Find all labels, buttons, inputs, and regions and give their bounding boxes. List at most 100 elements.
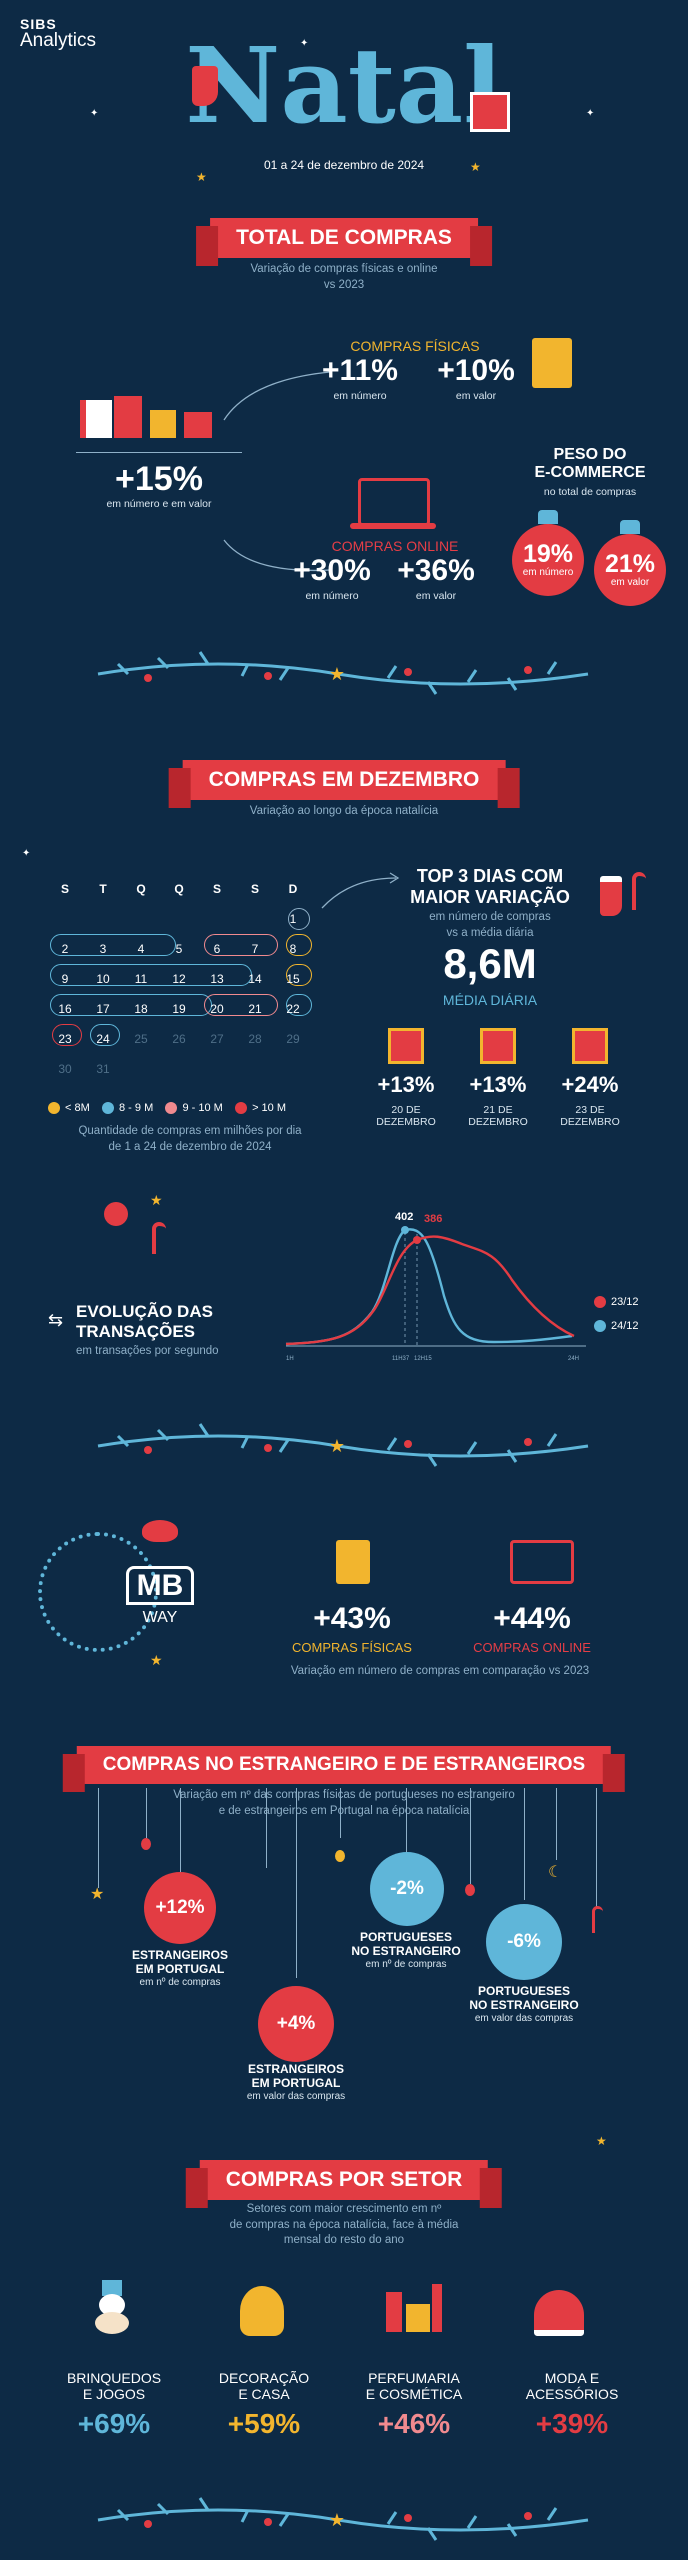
top-day-value: +13%: [377, 1072, 435, 1097]
evolucao-subtitle: em transações por segundo: [76, 1345, 219, 1357]
setor-name-line2: E COSMÉTICA: [365, 2386, 463, 2403]
gift-icon: [480, 1028, 516, 1064]
candy-cane-icon: [592, 1906, 603, 1933]
portugueses-numero-ornament: -2%: [370, 1852, 444, 1926]
stocking-icon: [192, 66, 218, 106]
peso-title: PESO DO E-COMMERCE: [510, 446, 670, 483]
snowman-icon: [92, 2280, 132, 2336]
section-banner-setor: COMPRAS POR SETOR: [185, 2160, 503, 2208]
label-line2: NO ESTRANGEIRO: [469, 1998, 579, 2013]
calendar-day: 11: [134, 972, 148, 986]
setor-name-line2: E CASA: [238, 2386, 290, 2403]
star-icon: ✦: [586, 108, 595, 119]
calendar-day: 14: [248, 972, 262, 986]
calendar-day: 29: [286, 1032, 300, 1046]
highlight-day24: [90, 1024, 120, 1046]
star-icon: ✦: [22, 848, 31, 859]
setor-value: +59%: [227, 2408, 301, 2440]
calendar-day: 18: [134, 1002, 148, 1016]
bauble-icon: [141, 1838, 151, 1850]
calendar-day: 10: [96, 972, 110, 986]
mbway-logo-bottom: WAY: [142, 1609, 178, 1626]
calendar-day: 30: [58, 1062, 72, 1076]
label-line3: em valor das compras: [246, 2090, 346, 2102]
gift-icon: [388, 1028, 424, 1064]
arrow-icon: [321, 872, 400, 909]
top3-subtitle-line2: vs a média diária: [446, 926, 534, 939]
highlight-day1: [288, 908, 310, 930]
x-tick-label: 11H37: [392, 1356, 410, 1362]
weekday-label: S: [60, 882, 69, 896]
fisicas-value-value: +10%: [437, 354, 515, 387]
svg-text:★: ★: [329, 2510, 345, 2530]
legend-item: > 10 M: [235, 1102, 286, 1115]
fisicas-title: COMPRAS FÍSICAS: [350, 338, 480, 354]
calendar-day: 16: [58, 1002, 72, 1016]
shopping-bag-icon: [532, 338, 572, 388]
setor-name-line1: PERFUMARIA: [368, 2370, 460, 2386]
calendar-day: 4: [137, 942, 145, 956]
hanging-string: [596, 1788, 597, 1908]
hanging-string: [470, 1788, 471, 1884]
bow-icon: [142, 1520, 178, 1542]
mbway-fisicas-label: COMPRAS FÍSICAS: [292, 1640, 412, 1655]
estrangeiro-subtitle-line1: Variação em nº das compras físicas de po…: [173, 1789, 515, 1801]
calendar-day: 21: [248, 1002, 262, 1016]
calendar-day: 27: [210, 1032, 224, 1046]
label-line1: PORTUGUESES: [359, 1930, 452, 1944]
dezembro-subtitle: Variação ao longo da época natalícia: [249, 805, 439, 817]
highlight-week1-weekend: [204, 934, 278, 956]
top-day-line2: DEZEMBRO: [560, 1116, 620, 1128]
peak-point-blue: [401, 1226, 409, 1234]
setor-value: +69%: [77, 2408, 151, 2440]
label-line1: PORTUGUESES: [477, 1984, 570, 1998]
peso-subtitle: no total de compras: [543, 486, 637, 498]
highlight-week1: [50, 934, 176, 956]
total-main-value: +15%: [115, 460, 203, 498]
mbway-fisicas-value: +43%: [313, 1602, 391, 1635]
label-line3: em nº de compras: [139, 1976, 221, 1988]
hero-title: Natal: [185, 24, 503, 147]
online-number-label: em número: [305, 590, 359, 602]
calendar-day: 2: [61, 942, 69, 956]
top3-title-line2: MAIOR VARIAÇÃO: [410, 886, 570, 907]
hanging-string: [406, 1788, 407, 1854]
star-icon: ★: [596, 2134, 607, 2148]
hanging-string: [146, 1788, 147, 1838]
legend-label: 9 - 10 M: [182, 1102, 223, 1114]
star-icon: ★: [470, 160, 481, 174]
mbway-caption: Variação em número de compras em compara…: [290, 1665, 590, 1677]
mbway-logo-top: MB: [126, 1566, 194, 1605]
estrangeiros-numero-ornament: +12%: [144, 1872, 216, 1944]
top3-title: TOP 3 DIAS COM MAIOR VARIAÇÃO: [390, 866, 590, 907]
ornament-value: -2%: [390, 1878, 424, 1899]
top-day-line1: 23 DE: [575, 1104, 605, 1116]
setor-item: MODA E ACESSÓRIOS +39%: [502, 2370, 642, 2440]
calendar-day: 24: [96, 1032, 110, 1046]
total-main-label: em número e em valor: [106, 498, 212, 510]
setor-subtitle: Setores com maior crescimento em nº de c…: [0, 2202, 688, 2249]
top-day-line2: DEZEMBRO: [376, 1116, 436, 1128]
top-day-line1: 21 DE: [483, 1104, 513, 1116]
star-icon: ★: [150, 1652, 163, 1668]
top-day-value: +13%: [469, 1072, 527, 1097]
peso-value-value: 21%: [604, 550, 656, 578]
highlight-day23: [52, 1024, 82, 1046]
calendar-day: 15: [286, 972, 300, 986]
setor-name-line2: ACESSÓRIOS: [525, 2386, 619, 2403]
calendar-caption-line2: de 1 a 24 de dezembro de 2024: [108, 1140, 272, 1153]
top-day-line2: DEZEMBRO: [468, 1116, 528, 1128]
legend-item: 9 - 10 M: [165, 1102, 223, 1115]
online-title: COMPRAS ONLINE: [331, 538, 459, 554]
legend-item: < 8M: [48, 1102, 90, 1115]
calendar-day: 25: [134, 1032, 148, 1046]
top3-subtitle: em número de compras vs a média diária: [390, 910, 590, 941]
chart-legend-item: 24/12: [594, 1320, 639, 1333]
peso-value-label: em valor: [610, 577, 650, 588]
calendar-day: 7: [251, 942, 259, 956]
candy-cane-icon: [632, 872, 646, 910]
label-line1: ESTRANGEIROS: [247, 2062, 344, 2076]
setor-subtitle-line3: mensal do resto do ano: [283, 2234, 405, 2247]
portugueses-valor-ornament: -6%: [486, 1904, 562, 1980]
gifts-icon: [80, 396, 216, 440]
